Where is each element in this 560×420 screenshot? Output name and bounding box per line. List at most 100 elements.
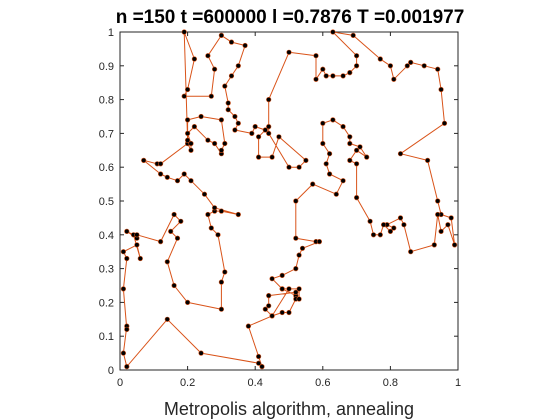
city-point [206,212,211,217]
axes-box [120,32,458,370]
city-point [341,124,346,129]
city-point [435,199,440,204]
city-point [223,270,228,275]
x-tick-label: 1 [455,377,461,389]
city-point [452,243,457,248]
city-point [233,128,238,133]
city-point [223,141,228,146]
y-tick-label: 0.1 [99,331,114,343]
city-point [172,212,177,217]
city-point [364,155,369,160]
city-point [314,77,319,82]
city-point [138,256,143,261]
y-tick-label: 0 [108,365,114,377]
city-point [199,114,204,119]
city-point [378,57,383,62]
city-point [219,118,224,123]
city-point [270,314,275,319]
y-tick-label: 0.3 [99,264,114,276]
city-point [182,172,187,177]
x-tick-label: 0.8 [383,377,398,389]
city-point [297,165,302,170]
city-point [121,249,126,254]
y-tick-label: 0.6 [99,162,114,174]
city-point [354,53,359,58]
city-point [398,216,403,221]
city-point [432,243,437,248]
city-point [280,273,285,278]
chart-title: n =150 t =600000 l =0.7876 T =0.001977 [116,7,465,28]
city-point [287,50,292,55]
city-point [256,155,261,160]
city-point [381,222,386,227]
x-tick-label: 0.6 [315,377,330,389]
city-point [439,87,444,92]
city-point [219,33,224,38]
city-point [219,209,224,214]
city-point [327,151,332,156]
city-point [236,121,241,126]
city-point [351,33,356,38]
city-point [185,118,190,123]
x-tick-label: 0.2 [180,377,195,389]
city-point [246,324,251,329]
city-point [310,182,315,187]
city-point [287,287,292,292]
city-point [185,300,190,305]
city-point [287,165,292,170]
city-point [199,351,204,356]
city-point [165,260,170,265]
city-point [165,317,170,322]
city-point [175,236,180,241]
city-point [321,67,326,72]
y-tick-label: 1 [108,27,114,39]
city-point [378,233,383,238]
city-point [223,84,228,89]
x-tick-label: 0.4 [248,377,263,389]
city-point [354,162,359,167]
city-point [250,131,255,136]
city-point [266,124,271,129]
city-point [125,229,130,234]
city-point [209,226,214,231]
city-point [334,192,339,197]
city-point [182,94,187,99]
city-point [226,107,231,112]
city-point [212,206,217,211]
city-point [324,74,329,79]
y-tick-label: 0.8 [99,95,114,107]
city-point [435,67,440,72]
city-point [297,253,302,258]
city-point [354,195,359,200]
city-point [236,212,241,217]
y-tick-label: 0.2 [99,297,114,309]
city-point [402,222,407,227]
city-point [327,172,332,177]
city-point [314,53,319,58]
city-point [348,135,353,140]
city-point [189,178,194,183]
x-axis-label: Metropolis algorithm, annealing [164,399,414,419]
city-point [212,141,217,146]
city-point [121,287,126,292]
city-point [270,155,275,160]
city-point [266,97,271,102]
city-point [185,87,190,92]
city-point [236,64,241,69]
city-point [388,229,393,234]
city-point [256,361,261,366]
city-point [206,138,211,143]
city-point [165,175,170,180]
city-point [219,280,224,285]
city-point [348,158,353,163]
city-point [280,310,285,315]
city-point [229,74,234,79]
city-point [294,236,299,241]
city-point [125,364,130,369]
city-point [297,297,302,302]
city-point [331,74,336,79]
city-point [256,135,261,140]
city-point [256,354,261,359]
city-point [331,30,336,35]
